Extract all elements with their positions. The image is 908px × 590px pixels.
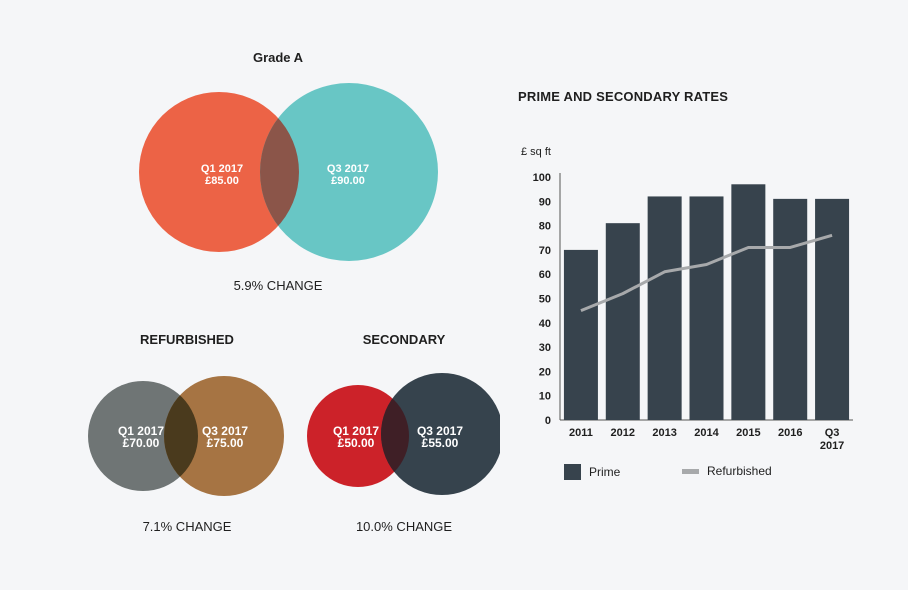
chart-title: PRIME AND SECONDARY RATES <box>518 89 729 104</box>
x-tick-label: 2013 <box>652 427 676 439</box>
y-tick-label: 80 <box>539 221 551 233</box>
legend-refurbished: Refurbished <box>682 464 772 478</box>
venn-title-grade-a: Grade A <box>252 50 304 65</box>
grade-a-q3-period: Q3 2017 <box>327 163 369 175</box>
venn-diagrams: Q1 2017 £85.00 Q3 2017 £90.00 Q1 2017 £7… <box>88 83 500 496</box>
x-tick-label: 2011 <box>569 427 593 439</box>
venn-title-secondary: SECONDARY <box>362 332 446 347</box>
venn-change-secondary: 10.0% CHANGE <box>355 519 453 534</box>
x-tick-label: 2017 <box>820 440 844 452</box>
bar-prime <box>605 223 640 420</box>
legend-prime-swatch <box>564 464 581 480</box>
legend-prime: Prime <box>564 464 620 480</box>
legend-prime-label: Prime <box>589 465 621 479</box>
venn-title-refurbished: REFURBISHED <box>140 332 234 347</box>
refurbished-q1-period: Q1 2017 <box>118 424 164 438</box>
secondary-q3-value: £55.00 <box>422 436 459 450</box>
secondary-q1-circle <box>307 385 409 487</box>
grade-a-q1-period: Q1 2017 <box>201 163 243 175</box>
y-tick-label: 50 <box>539 294 551 306</box>
grade-a-q3-circle <box>260 83 438 261</box>
refurbished-q3-circle <box>164 376 284 496</box>
refurbished-q3-period: Q3 2017 <box>202 424 248 438</box>
x-tick-label: 2014 <box>694 427 719 439</box>
legend-refurbished-label: Refurbished <box>707 464 772 478</box>
secondary-q3-period: Q3 2017 <box>417 424 463 438</box>
y-tick-label: 60 <box>539 269 551 281</box>
legend-refurbished-swatch <box>682 468 699 474</box>
bar-prime <box>773 198 808 420</box>
refurbished-q3-value: £75.00 <box>207 436 244 450</box>
bar-prime <box>563 249 598 420</box>
y-tick-label: 40 <box>539 318 551 330</box>
secondary-q1-value: £50.00 <box>338 436 375 450</box>
x-tick-label: Q3 <box>825 427 840 439</box>
secondary-q1-period: Q1 2017 <box>333 424 379 438</box>
x-tick-label: 2016 <box>778 427 802 439</box>
bar-prime <box>731 184 766 420</box>
grade-a-q1-circle <box>139 92 299 252</box>
refurbished-q1-circle <box>88 381 198 491</box>
line-refurbished <box>580 233 833 313</box>
secondary-q3-circle <box>381 373 500 495</box>
x-tick-label: 2012 <box>611 427 635 439</box>
grade-a-q1-value: £85.00 <box>205 175 239 187</box>
y-tick-label: 30 <box>539 342 551 354</box>
y-tick-label: 20 <box>539 366 551 378</box>
bar-prime <box>689 196 724 420</box>
grade-a-q3-value: £90.00 <box>331 175 365 187</box>
venn-change-grade-a: 5.9% CHANGE <box>233 278 323 293</box>
x-tick-label: 2015 <box>736 427 760 439</box>
bar-prime <box>815 198 850 420</box>
y-tick-label: 0 <box>545 415 551 427</box>
venn-change-refurbished: 7.1% CHANGE <box>142 519 232 534</box>
y-axis-unit-label: £ sq ft <box>521 146 551 158</box>
refurbished-q1-value: £70.00 <box>123 436 160 450</box>
bar-prime <box>647 196 682 420</box>
y-tick-label: 70 <box>539 245 551 257</box>
y-tick-label: 100 <box>533 172 551 184</box>
y-tick-label: 10 <box>539 391 551 403</box>
y-tick-label: 90 <box>539 196 551 208</box>
